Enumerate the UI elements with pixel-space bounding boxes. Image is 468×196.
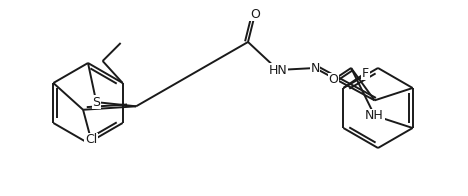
- Text: F: F: [362, 66, 369, 80]
- Text: O: O: [250, 7, 260, 21]
- Text: N: N: [310, 62, 320, 74]
- Text: HN: HN: [269, 64, 287, 76]
- Text: S: S: [92, 96, 100, 109]
- Text: O: O: [328, 74, 338, 86]
- Text: Cl: Cl: [85, 133, 97, 146]
- Text: NH: NH: [365, 109, 384, 122]
